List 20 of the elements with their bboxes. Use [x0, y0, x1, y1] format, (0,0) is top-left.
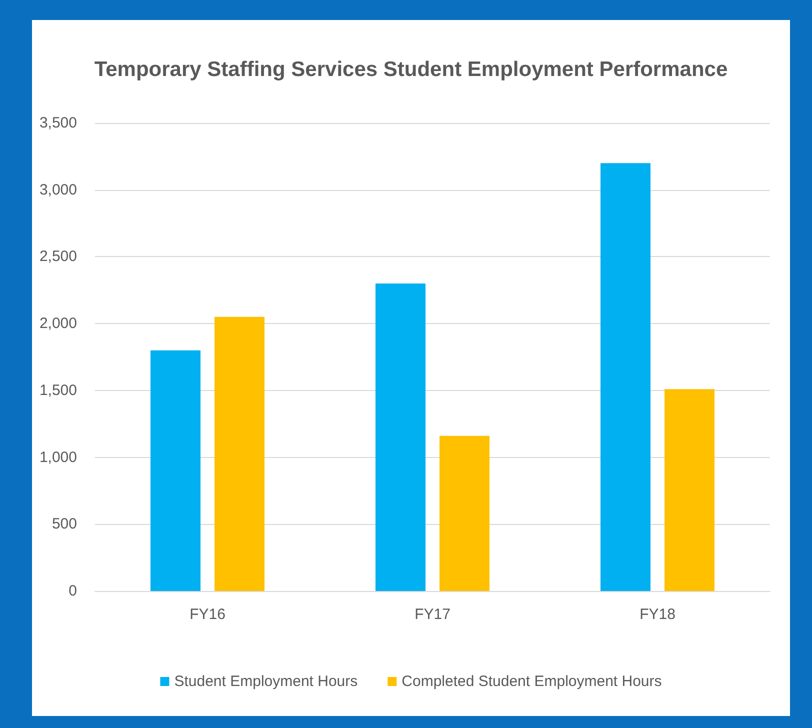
y-tick-label: 2,000	[39, 315, 77, 332]
bar	[664, 389, 714, 591]
y-tick-label: 3,500	[39, 114, 77, 132]
legend-label: Student Employment Hours	[174, 673, 358, 690]
bar	[376, 283, 426, 591]
bar	[150, 350, 200, 591]
y-tick-label: 0	[68, 582, 77, 600]
y-tick-label: 500	[52, 516, 77, 533]
y-tick-label: 1,000	[39, 448, 77, 466]
x-tick-label: FY17	[414, 606, 450, 623]
x-tick-label: FY18	[640, 606, 676, 623]
legend-label: Completed Student Employment Hours	[402, 673, 662, 690]
y-tick-label: 3,000	[39, 181, 77, 198]
bar	[600, 163, 650, 591]
bar	[440, 436, 490, 591]
y-tick-label: 2,500	[39, 248, 77, 266]
x-tick-label: FY16	[190, 606, 226, 623]
chart-title: Temporary Staffing Services Student Employment Performance	[94, 58, 728, 81]
bar	[214, 316, 264, 591]
y-tick-label: 1,500	[39, 382, 77, 399]
